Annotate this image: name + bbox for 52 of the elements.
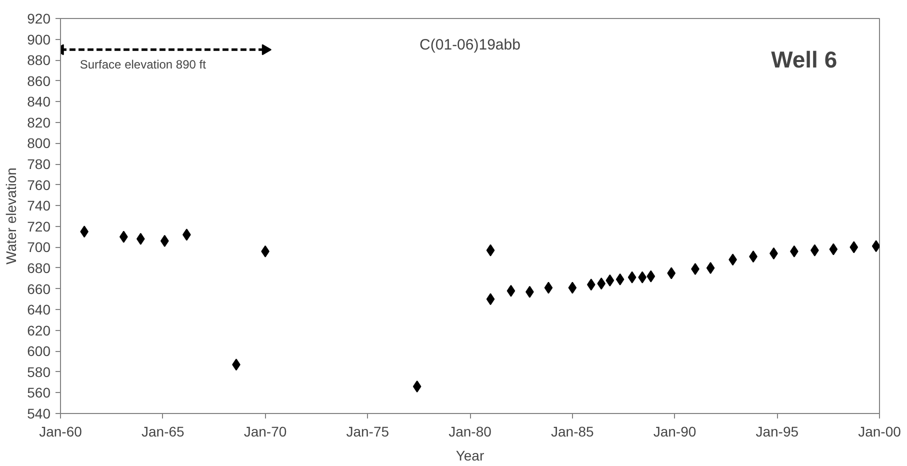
y-tick-label: 780 — [27, 156, 51, 172]
point — [412, 380, 422, 392]
y-axis-title: Water elevation — [3, 168, 20, 264]
point — [544, 282, 553, 294]
x-tick-label: Jan-95 — [756, 424, 799, 440]
point — [628, 271, 636, 284]
x-tick-label: Jan-90 — [653, 424, 696, 440]
y-tick-label: 820 — [27, 114, 51, 130]
y-tick-label: 900 — [27, 31, 51, 48]
y-tick-label: 700 — [27, 239, 51, 256]
y-tick-label: 720 — [27, 218, 51, 234]
y-tick-label: 620 — [27, 322, 51, 338]
point — [486, 293, 495, 306]
point — [486, 244, 495, 256]
point — [568, 282, 577, 294]
y-tick-label: 660 — [27, 280, 51, 297]
x-tick-label: Jan-75 — [346, 424, 390, 440]
y-tick-label: 880 — [27, 52, 51, 68]
point — [597, 278, 606, 290]
annotation: Surface elevation 890 ft — [80, 58, 207, 72]
point — [829, 243, 838, 256]
y-tick-label: 600 — [27, 343, 51, 360]
point — [506, 284, 516, 297]
text: Well 6 — [771, 46, 838, 72]
point — [706, 262, 715, 274]
x-tick-label: Jan-70 — [244, 424, 287, 440]
point — [586, 278, 596, 291]
point — [136, 232, 145, 245]
y-tick-label: 860 — [27, 72, 51, 89]
text: C(01-06)19abb — [420, 36, 520, 54]
point — [616, 273, 624, 286]
x-tick-label: Jan-60 — [39, 424, 82, 440]
point — [606, 274, 614, 286]
y-tick-label: 640 — [27, 302, 51, 318]
point — [850, 241, 858, 254]
y-tick-label: 760 — [27, 176, 51, 193]
y-tick-label: 920 — [27, 10, 51, 26]
y-tick-label: 800 — [27, 135, 51, 152]
x-tick-label: Jan-85 — [551, 424, 594, 440]
y-tick-label: 840 — [27, 94, 51, 110]
y-tick-label: 560 — [27, 384, 51, 401]
y-tick-label: 580 — [27, 364, 51, 380]
x-tick-label: Jan-65 — [142, 424, 185, 440]
point — [667, 267, 676, 280]
y-tick-label: 540 — [27, 406, 51, 422]
x-axis-title: Year — [456, 448, 484, 464]
x-tick-label: Jan-80 — [448, 424, 492, 440]
y-tick-label: 680 — [27, 260, 51, 276]
point — [646, 270, 656, 282]
x-tick-label: Jan-00 — [858, 424, 902, 440]
y-tick-label: 740 — [27, 198, 51, 214]
point — [160, 234, 169, 247]
